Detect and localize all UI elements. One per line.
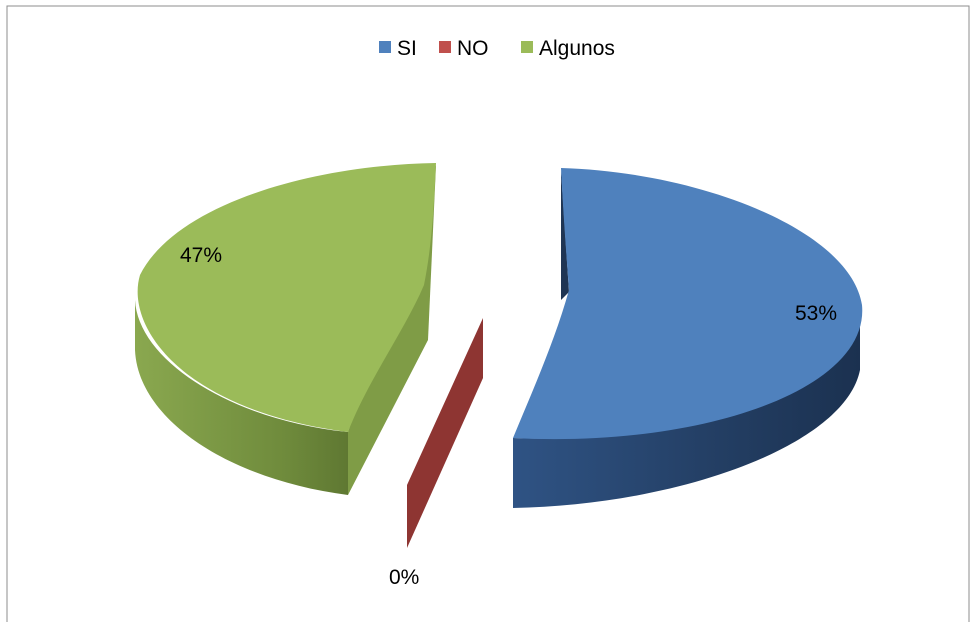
legend-swatch-algunos bbox=[521, 41, 533, 53]
pie-slice-si[interactable] bbox=[513, 168, 863, 508]
pie-slice-si-top bbox=[513, 168, 863, 440]
legend-item-si[interactable]: SI bbox=[379, 37, 417, 60]
legend-label-no: NO bbox=[457, 37, 489, 60]
legend-item-algunos[interactable]: Algunos bbox=[521, 37, 615, 60]
pie-slice-no[interactable] bbox=[407, 318, 483, 548]
legend: SI NO Algunos bbox=[379, 37, 615, 60]
chart-border bbox=[6, 5, 970, 622]
data-label-si: 53% bbox=[795, 302, 837, 325]
data-label-no: 0% bbox=[389, 566, 419, 589]
pie-slice-algunos-top bbox=[137, 163, 437, 432]
legend-swatch-no bbox=[439, 41, 451, 53]
legend-item-no[interactable]: NO bbox=[439, 37, 489, 60]
pie-slice-algunos-side bbox=[135, 300, 348, 495]
data-label-algunos: 47% bbox=[180, 244, 222, 267]
legend-label-si: SI bbox=[397, 37, 417, 60]
pie-slice-algunos[interactable] bbox=[135, 163, 437, 495]
legend-swatch-si bbox=[379, 41, 391, 53]
pie-slice-si-side bbox=[513, 310, 860, 508]
legend-label-algunos: Algunos bbox=[539, 37, 615, 60]
